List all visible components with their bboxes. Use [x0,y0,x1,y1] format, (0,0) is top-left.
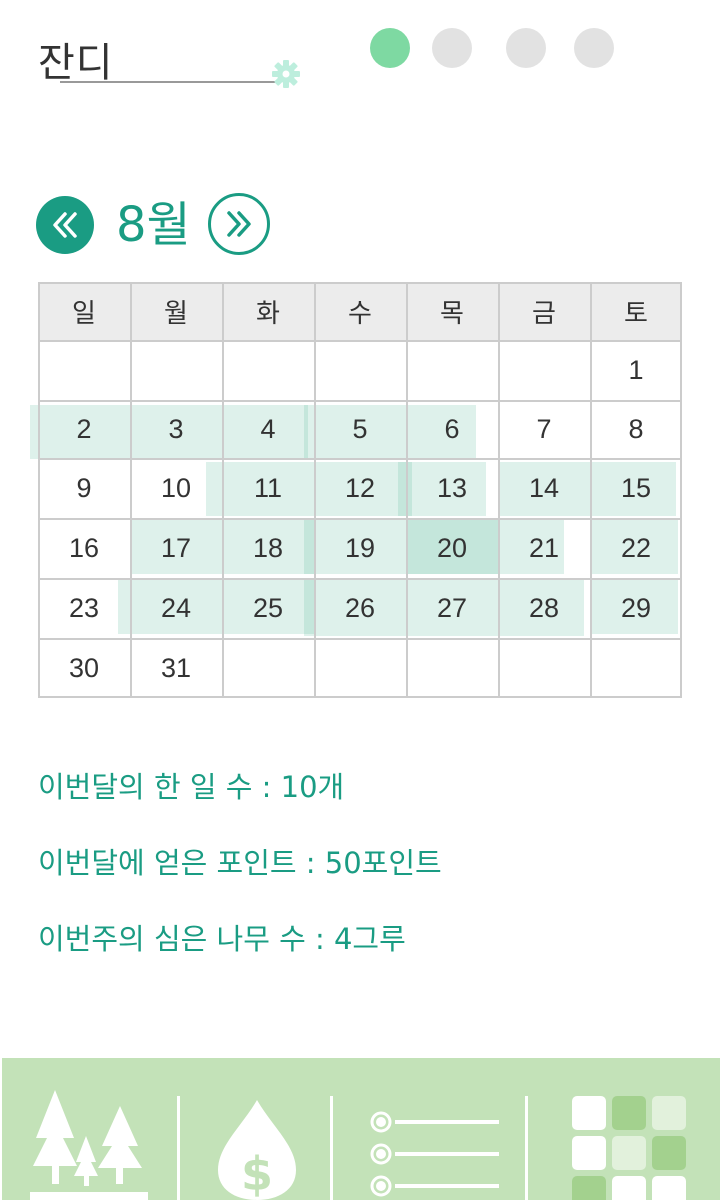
weekday-label: 월 [164,298,188,329]
gear-icon[interactable] [270,58,302,90]
weekday-label: 목 [440,298,464,329]
calendar-day[interactable]: 29 [620,592,652,623]
tab-grid[interactable] [528,1058,720,1204]
calendar-day[interactable]: 5 [352,413,368,444]
weekday-label: 일 [72,298,96,329]
calendar-day[interactable]: 22 [620,532,652,563]
calendar-day[interactable]: 3 [168,413,184,444]
tab-divider [525,1096,528,1200]
calendar-day[interactable]: 31 [160,652,192,683]
activity-highlight [398,462,486,516]
activity-highlight [304,405,476,459]
calendar-day[interactable]: 18 [252,532,284,563]
double-chevron-right-icon [227,211,251,237]
calendar-day[interactable]: 14 [528,472,560,503]
points-earned-stat: 이번달에 얻은 포인트 : 50포인트 [38,846,442,880]
bottom-nav: $ [2,1058,720,1204]
tab-divider [330,1096,333,1200]
tasks-done-stat: 이번달의 한 일 수 : 10개 [38,770,345,804]
tab-divider [177,1096,180,1200]
grid-icon [572,1096,686,1204]
page-title: 잔디 [38,40,114,86]
calendar-day[interactable]: 16 [68,532,100,563]
tab-list[interactable] [333,1058,525,1200]
weekday-header [38,282,682,340]
calendar-day[interactable]: 19 [344,532,376,563]
activity-highlight [498,462,676,516]
activity-highlight [590,518,678,574]
activity-highlight [304,518,500,574]
tab-forest[interactable] [2,1058,176,1200]
title-underline [60,81,276,83]
next-month-button[interactable] [208,193,270,255]
page-dot-1[interactable] [370,28,410,68]
calendar-day[interactable]: 21 [528,532,560,563]
activity-highlight [206,462,412,516]
trees-planted-stat: 이번주의 심은 나무 수 : 4그루 [38,922,406,956]
month-label: 8월 [116,197,191,253]
calendar-day[interactable]: 24 [160,592,192,623]
prev-month-button[interactable] [36,196,94,254]
forest-icon [30,1090,148,1200]
svg-text:$: $ [241,1147,273,1200]
calendar-day[interactable]: 25 [252,592,284,623]
calendar-day[interactable]: 12 [344,472,376,503]
calendar-day[interactable]: 20 [436,532,468,563]
calendar-day[interactable]: 23 [68,592,100,623]
double-chevron-left-icon [53,212,77,238]
calendar-day[interactable]: 13 [436,472,468,503]
calendar-day[interactable]: 30 [68,652,100,683]
calendar-day[interactable]: 27 [436,592,468,623]
calendar-grid [38,282,682,698]
activity-highlight [304,578,584,636]
activity-highlight [30,405,308,459]
calendar: 일 월 화 수 목 금 토 1 2 3 4 5 6 7 8 9 10 11 12 13 14 15 16 17 18 19 20 21… [30,282,682,698]
page-dot-3[interactable] [506,28,546,68]
money-drop-icon: $ [218,1100,296,1201]
activity-highlight [118,578,316,634]
tab-points[interactable]: $ [180,1058,330,1201]
calendar-day[interactable]: 26 [344,592,376,623]
calendar-day[interactable]: 8 [628,413,644,444]
calendar-day[interactable]: 17 [160,532,192,563]
weekday-label: 화 [256,298,280,329]
weekday-label: 토 [624,298,648,329]
calendar-day[interactable]: 11 [253,472,283,503]
calendar-day[interactable]: 4 [260,413,276,444]
page-dot-4[interactable] [574,28,614,68]
activity-highlight [590,578,678,634]
activity-highlight [408,518,564,574]
weekday-label: 금 [532,298,556,329]
list-icon [370,1111,499,1197]
calendar-day[interactable]: 2 [76,413,92,444]
calendar-day[interactable]: 10 [160,472,192,503]
page-dot-2[interactable] [432,28,472,68]
calendar-day[interactable]: 28 [528,592,560,623]
calendar-day[interactable]: 6 [444,413,460,444]
calendar-day[interactable]: 7 [536,413,552,444]
calendar-day[interactable]: 1 [628,354,644,385]
calendar-day[interactable]: 15 [620,472,652,503]
calendar-day[interactable]: 9 [76,472,92,503]
weekday-label: 수 [348,298,372,329]
